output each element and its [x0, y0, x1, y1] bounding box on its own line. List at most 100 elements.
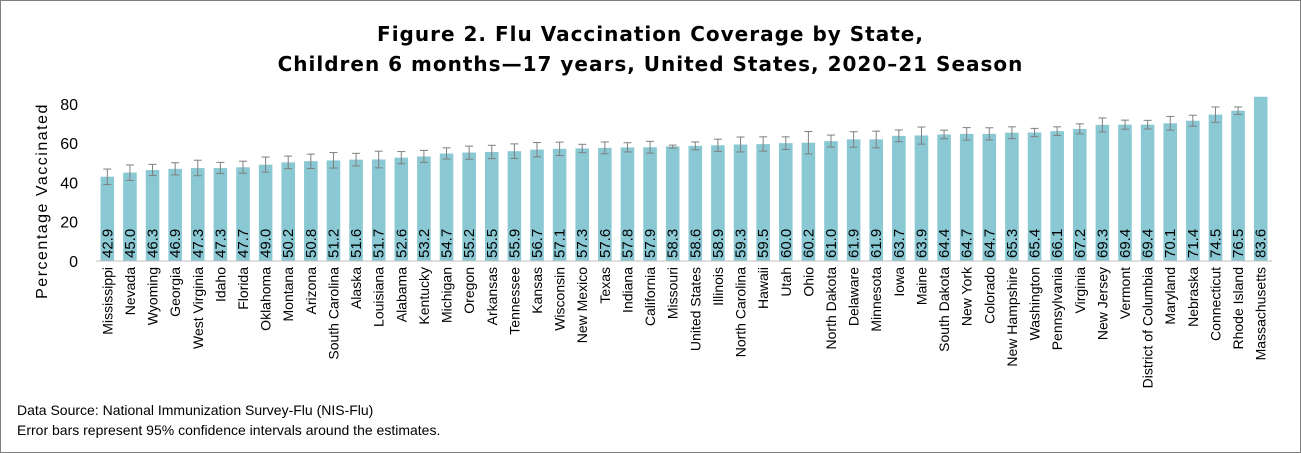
error-bar [193, 159, 202, 177]
value-label: 69.4 [1117, 229, 1134, 258]
value-label: 57.6 [597, 229, 614, 258]
error-bar [374, 150, 383, 169]
bar [1027, 132, 1042, 261]
value-label: 47.7 [235, 229, 252, 258]
value-label: 64.4 [936, 229, 953, 258]
bar [236, 167, 250, 261]
x-tick-label: Nebraska [1185, 267, 1201, 327]
x-tick-label: Iowa [891, 267, 907, 297]
x-tick-label: Massachusetts [1253, 267, 1269, 360]
bar [688, 145, 703, 261]
x-tick-label: Pennsylvania [1049, 267, 1065, 350]
x-tick-label: Wisconsin [552, 267, 568, 331]
error-bar [759, 136, 768, 152]
error-bar [1211, 106, 1220, 123]
value-label: 50.8 [303, 229, 320, 258]
bars-group [100, 96, 1268, 262]
value-label: 58.3 [665, 229, 682, 258]
x-tick-label: Kentucky [416, 267, 432, 325]
value-label: 57.1 [552, 229, 569, 258]
x-tick-label: Missouri [665, 267, 681, 319]
bar [1095, 124, 1110, 261]
error-bar [600, 141, 609, 155]
bar [1072, 128, 1087, 261]
x-tick-label: Minnesota [868, 267, 884, 332]
value-label: 51.6 [348, 229, 365, 258]
value-label: 63.7 [891, 229, 908, 258]
x-tick-label: Connecticut [1207, 267, 1223, 341]
bar [145, 170, 160, 261]
x-tick-label: Washington [1027, 267, 1043, 340]
y-axis-label: Percentage Vaccinated [34, 103, 51, 299]
error-bar [1053, 126, 1062, 136]
bar [100, 176, 115, 261]
error-bar [1121, 119, 1129, 130]
value-label: 55.2 [461, 229, 478, 258]
error-bar [419, 149, 428, 163]
x-tick-label: Mississippi [99, 267, 115, 335]
error-bar [397, 151, 406, 165]
x-tick-label: Rhode Island [1230, 267, 1246, 350]
error-bar [713, 138, 722, 152]
x-tick-label: Delaware [846, 267, 862, 326]
bar [598, 147, 612, 261]
bar [982, 133, 997, 261]
bar [507, 151, 522, 261]
error-bar [442, 147, 451, 160]
error-bar [646, 140, 655, 154]
bar [665, 146, 680, 261]
error-bar [1030, 127, 1039, 138]
error-bar [329, 152, 338, 169]
x-tick-label: Florida [235, 267, 251, 310]
value-label: 69.3 [1094, 229, 1111, 258]
value-label: 59.3 [733, 229, 750, 258]
x-tick-label: Oregon [461, 267, 477, 314]
bar [643, 147, 657, 261]
x-tick-label: South Dakota [936, 267, 952, 352]
bar [1163, 123, 1178, 262]
y-tick-label: 60 [60, 136, 78, 153]
value-label: 67.2 [1072, 229, 1089, 258]
error-bar [216, 161, 225, 175]
x-tick-label: Arkansas [484, 267, 500, 325]
y-tick-label: 20 [60, 215, 78, 232]
value-label: 47.3 [212, 229, 229, 258]
error-bar [306, 153, 315, 169]
x-tick-label: Arizona [303, 267, 319, 315]
y-tick-label: 80 [60, 97, 78, 114]
bar [1050, 131, 1064, 261]
bar [620, 147, 635, 261]
error-bar [1075, 123, 1084, 135]
value-label: 49.0 [258, 229, 275, 258]
x-tick-labels-group: Mississippi Nevada Wyoming Georgia West Virg… [99, 266, 1268, 388]
bar [711, 145, 725, 261]
footnote-data-source: Data Source: National Immunization Surve… [17, 402, 374, 418]
error-bar [894, 129, 903, 143]
bar [281, 162, 296, 261]
bar [1231, 110, 1245, 261]
error-bar [148, 163, 157, 177]
x-tick-label: New Hampshire [1004, 267, 1020, 367]
bar [552, 148, 567, 261]
bar [1005, 132, 1019, 261]
error-bar [962, 127, 971, 141]
x-tick-label: Maryland [1162, 267, 1178, 325]
bar [824, 141, 838, 261]
value-label: 60.2 [800, 229, 817, 258]
value-label: 64.7 [981, 229, 998, 258]
x-tick-label: New York [959, 266, 975, 326]
error-bar [827, 134, 835, 148]
value-label: 51.7 [371, 229, 388, 258]
value-label: 42.9 [99, 229, 116, 258]
x-tick-label: Alabama [393, 267, 409, 322]
error-bar [239, 160, 247, 174]
x-tick-label: South Carolina [325, 267, 341, 360]
value-label: 60.0 [778, 229, 795, 258]
error-bar [781, 136, 790, 150]
error-bar [261, 156, 270, 173]
value-label: 63.9 [913, 229, 930, 258]
bar [168, 168, 182, 261]
error-bar [555, 141, 564, 156]
value-label: 59.5 [755, 229, 772, 258]
value-label: 61.9 [846, 229, 863, 258]
